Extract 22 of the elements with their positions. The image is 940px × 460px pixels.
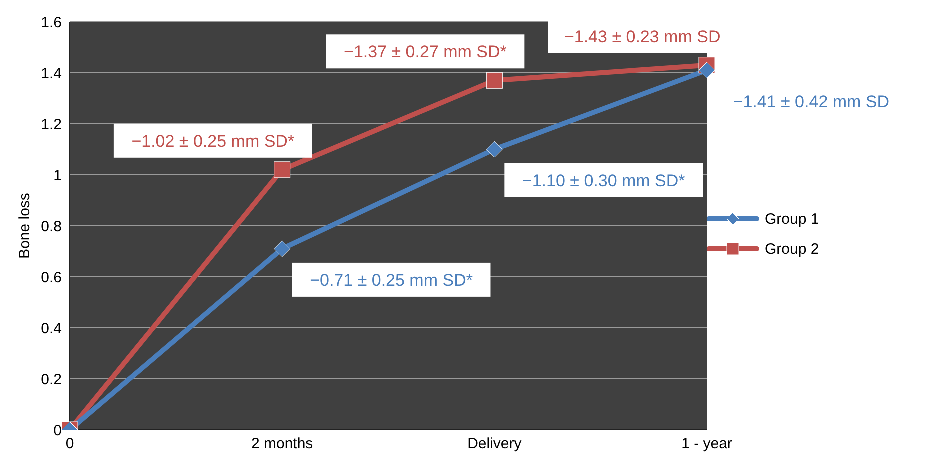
y-tick-label: 1.2 [41, 116, 62, 134]
annotation: −1.41 ± 0.42 mm SD [733, 92, 890, 112]
annotation: −1.02 ± 0.25 mm SD* [132, 132, 295, 151]
y-tick-label: 0.6 [41, 269, 62, 286]
y-tick-label: 0.4 [41, 320, 62, 338]
x-tick-label: Delivery [468, 436, 522, 453]
y-tick-label: 1.4 [41, 65, 62, 82]
y-tick-label: 1.6 [41, 14, 62, 32]
y-tick-label: 0 [54, 422, 62, 440]
annotation: −1.43 ± 0.23 mm SD [564, 27, 721, 46]
legend-label: Group 2 [765, 240, 820, 258]
x-tick-label: 0 [66, 436, 74, 453]
annotation: −1.37 ± 0.27 mm SD* [344, 42, 508, 62]
y-tick-label: 0.2 [41, 371, 62, 388]
annotation: −0.71 ± 0.25 mm SD* [310, 270, 474, 290]
y-tick-label: 1 [54, 167, 62, 184]
annotation: −1.10 ± 0.30 mm SD* [522, 172, 686, 190]
y-tick-label: 0.8 [41, 218, 62, 236]
legend-label: Group 1 [765, 210, 820, 228]
x-tick-label: 2 months [251, 436, 314, 453]
x-tick-label: 1 - year [682, 436, 732, 453]
y-axis-title: Bone loss [16, 193, 34, 259]
